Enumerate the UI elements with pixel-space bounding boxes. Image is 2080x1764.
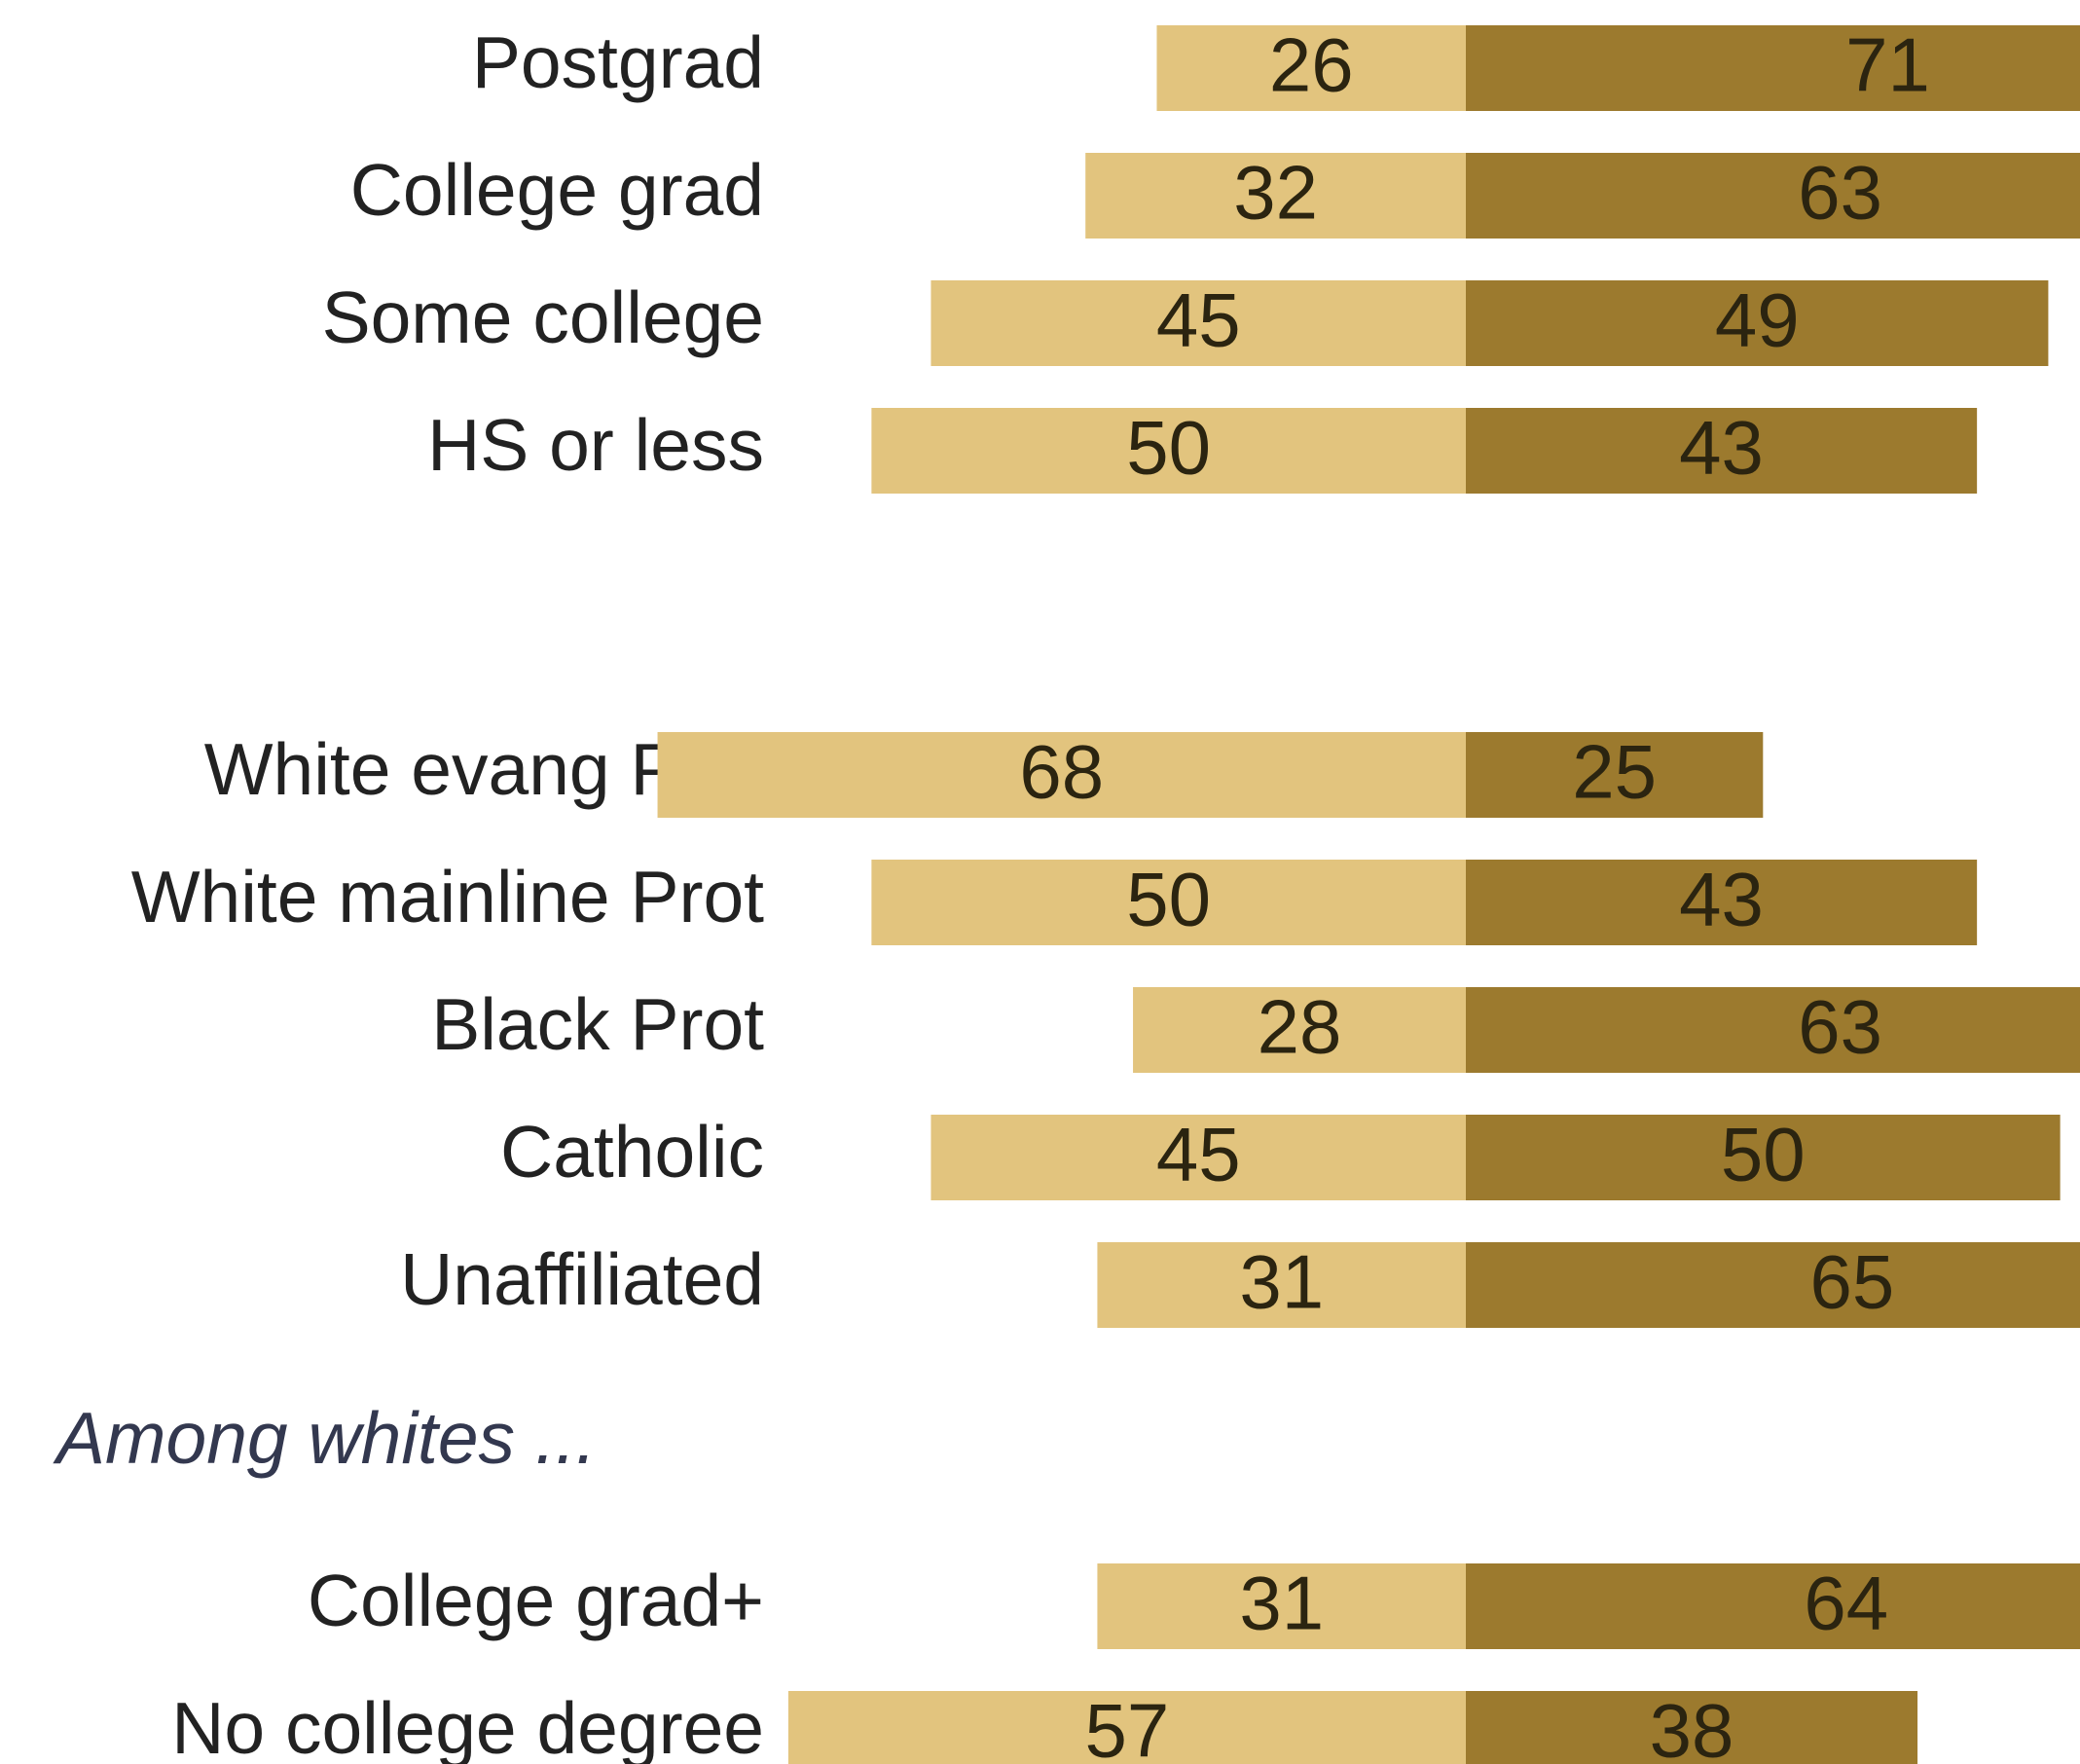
right-bar [1466, 153, 2080, 239]
left-bar [657, 732, 1466, 818]
left-value-label: 32 [1233, 150, 1318, 236]
left-bar [931, 280, 1466, 366]
right-value-label: 71 [1845, 22, 1930, 108]
left-value-label: 28 [1258, 984, 1342, 1070]
right-value-label: 43 [1679, 405, 1764, 491]
right-bar [1466, 280, 2049, 366]
category-label: Catholic [500, 1111, 764, 1193]
left-bar [1085, 153, 1466, 239]
group-heading: Among whites ... [53, 1397, 596, 1479]
left-value-label: 45 [1156, 1112, 1241, 1197]
left-value-label: 31 [1239, 1561, 1324, 1646]
right-bar [1466, 408, 1978, 494]
category-label: HS or less [427, 404, 764, 486]
category-label: White mainline Prot [131, 856, 764, 937]
right-bar [1466, 1563, 2080, 1649]
right-bar [1466, 1691, 1918, 1764]
left-value-label: 50 [1126, 857, 1211, 942]
right-value-label: 63 [1798, 150, 1882, 236]
category-label: No college degree [171, 1687, 764, 1764]
left-bar [1097, 1563, 1466, 1649]
right-value-label: 43 [1679, 857, 1764, 942]
left-bar [931, 1115, 1466, 1200]
left-value-label: 50 [1126, 405, 1211, 491]
left-bar [1133, 987, 1466, 1073]
left-value-label: 68 [1019, 729, 1104, 815]
left-bar [787, 1691, 1466, 1764]
left-value-label: 57 [1085, 1688, 1170, 1764]
bar-group-0: Postgrad 26 71 College grad 32 63 Some college… [322, 21, 2080, 494]
left-value-label: 45 [1156, 277, 1241, 363]
category-label: Some college [322, 276, 764, 358]
right-value-label: 38 [1650, 1688, 1734, 1764]
left-bar [1156, 25, 1466, 111]
left-bar [871, 408, 1466, 494]
right-value-label: 25 [1572, 729, 1657, 815]
right-value-label: 63 [1798, 984, 1882, 1070]
left-bar [1097, 1242, 1466, 1328]
right-bar [1466, 732, 1764, 818]
right-value-label: 50 [1721, 1112, 1806, 1197]
category-label: College grad [350, 149, 764, 231]
category-label: Black Prot [431, 983, 764, 1065]
right-bar [1466, 1242, 2080, 1328]
right-bar [1466, 860, 1978, 945]
right-bar [1466, 987, 2080, 1073]
right-bar [1466, 25, 2080, 111]
category-label: Postgrad [472, 21, 764, 103]
right-value-label: 65 [1810, 1239, 1895, 1325]
category-label: Unaffiliated [400, 1238, 764, 1320]
right-bar [1466, 1115, 2061, 1200]
left-value-label: 26 [1269, 22, 1354, 108]
left-value-label: 31 [1239, 1239, 1324, 1325]
right-value-label: 64 [1804, 1561, 1888, 1646]
left-bar [871, 860, 1466, 945]
right-value-label: 49 [1715, 277, 1800, 363]
category-label: College grad+ [308, 1560, 764, 1641]
bar-group-2: Among whites ... College grad+ 31 64 No coll… [53, 1397, 2080, 1764]
